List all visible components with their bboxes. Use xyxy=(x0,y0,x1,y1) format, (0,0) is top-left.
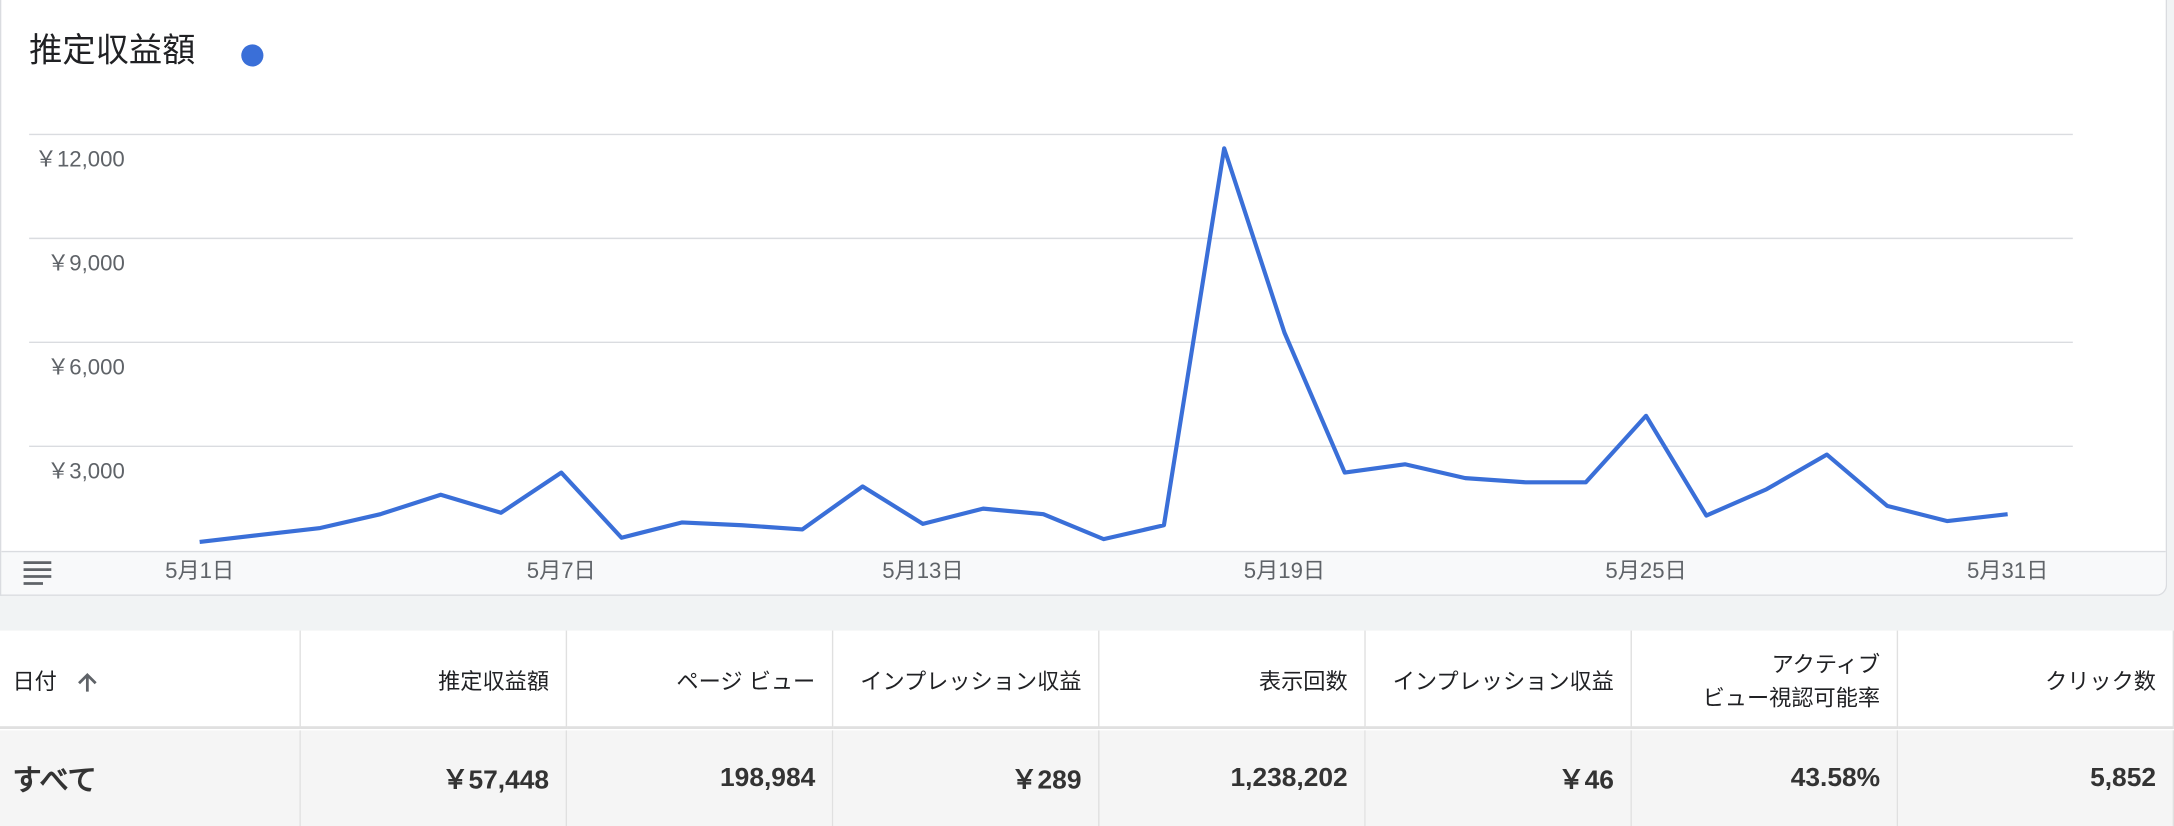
cell-text: 198,984 xyxy=(720,762,816,793)
table-cell: 1,238,202 xyxy=(1099,730,1366,826)
axis-strip xyxy=(1,551,2166,595)
chart: 推定収益額 ￥3,000 ￥6,000 ￥9,000 ￥12,000 5月1日 5月7日 5… xyxy=(1,32,2166,595)
y-tick-label: ￥9,000 xyxy=(47,251,125,276)
column-header[interactable]: インプレッション収益 xyxy=(1365,630,1632,729)
cell-text: 日付 xyxy=(12,670,57,694)
cell-text: ￥46 xyxy=(1558,766,1614,796)
cell-text: アクティブ ビュー視認可能率 xyxy=(1702,653,1881,711)
chart-title: 推定収益額 xyxy=(29,32,195,69)
column-header[interactable]: 表示回数 xyxy=(1099,630,1366,729)
y-tick-label: ￥12,000 xyxy=(35,147,125,172)
x-tick-label: 5月13日 xyxy=(882,558,963,583)
cell-text: 表示回数 xyxy=(1258,670,1348,694)
y-tick-label: ￥6,000 xyxy=(47,355,125,380)
y-tick-label: ￥3,000 xyxy=(47,458,125,483)
column-header[interactable]: ページ ビュー xyxy=(567,630,834,729)
table-cell: ￥46 xyxy=(1365,730,1632,826)
cell-text: 1,238,202 xyxy=(1230,762,1348,793)
legend-dot xyxy=(241,44,264,67)
column-header[interactable]: インプレッション収益 xyxy=(833,630,1100,729)
cell-text: ページ ビュー xyxy=(676,670,816,694)
cell-text: 43.58% xyxy=(1790,762,1881,793)
table-cell: ￥289 xyxy=(833,730,1100,826)
menu-icon[interactable] xyxy=(23,561,52,585)
x-tick-label: 5月25日 xyxy=(1605,558,1686,583)
arrow xyxy=(78,672,97,691)
table-cell: すべて xyxy=(0,730,301,826)
chart-card: 推定収益額 ￥3,000 ￥6,000 ￥9,000 ￥12,000 5月1日 5月7日 5… xyxy=(0,0,2168,596)
cell-text: ￥289 xyxy=(1011,766,1082,796)
revenue-line xyxy=(199,146,2008,544)
column-header[interactable]: クリック数 xyxy=(1898,630,2174,729)
x-tick-label: 5月7日 xyxy=(527,558,596,583)
cell-text: すべて xyxy=(12,764,97,797)
cell-text: クリック数 xyxy=(2045,670,2157,694)
cell-text: 推定収益額 xyxy=(438,670,550,694)
table-cell: ￥57,448 xyxy=(300,730,568,826)
table-cell: 43.58% xyxy=(1631,730,1899,826)
column-header[interactable]: 日付 xyxy=(0,630,301,729)
cell-text: インプレッション収益 xyxy=(860,670,1082,694)
table-cell: 198,984 xyxy=(567,730,834,826)
column-header[interactable]: アクティブ ビュー視認可能率 xyxy=(1631,630,1899,729)
table: 日付 推定収益額 ページ ビュー インプレッション収益 表示回数 インプレッション収益 アク… xyxy=(0,630,2174,826)
x-tick-label: 5月19日 xyxy=(1244,558,1325,583)
table-cell: 5,852 xyxy=(1898,730,2174,826)
cell-text: 5,852 xyxy=(2090,762,2157,793)
column-header[interactable]: 推定収益額 xyxy=(300,630,568,729)
sort-arrow xyxy=(78,672,97,691)
cell-text: インプレッション収益 xyxy=(1392,670,1614,694)
cell-text: ￥57,448 xyxy=(442,766,550,796)
x-tick-label: 5月31日 xyxy=(1967,558,2048,583)
x-tick-label: 5月1日 xyxy=(165,558,234,583)
